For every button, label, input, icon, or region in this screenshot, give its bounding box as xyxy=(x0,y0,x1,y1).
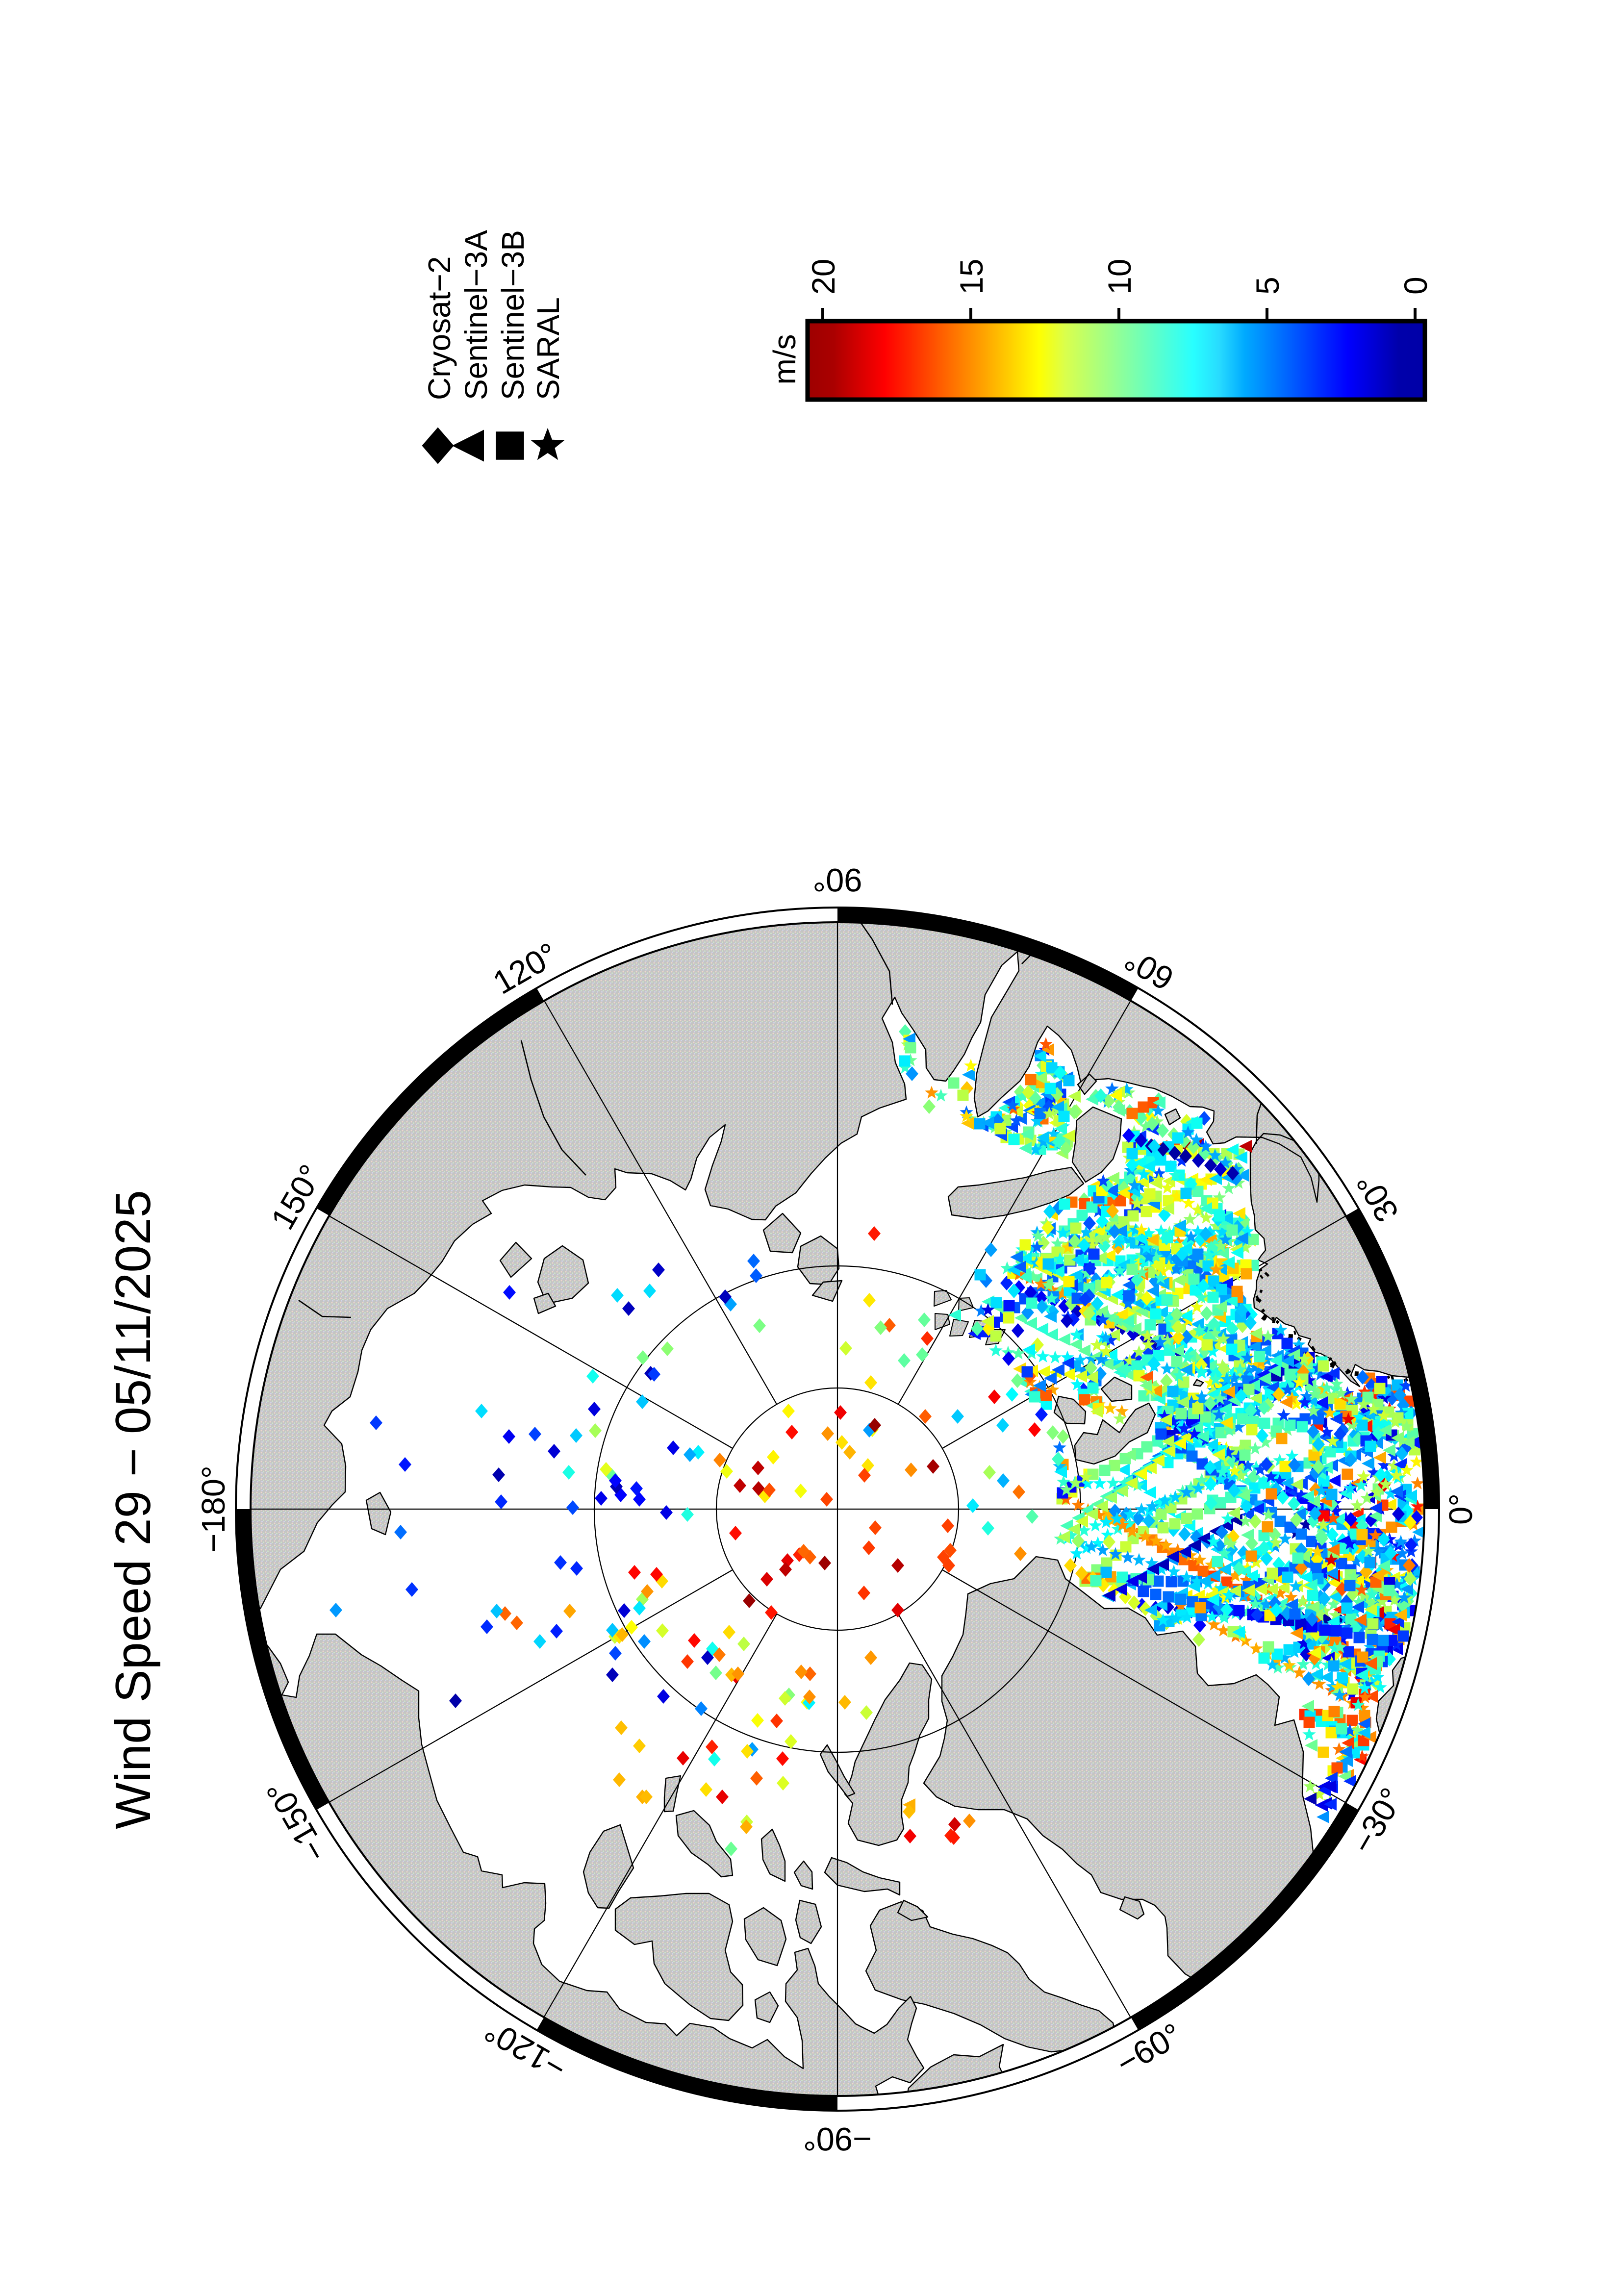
svg-text:Cryosat−2: Cryosat−2 xyxy=(422,256,457,400)
svg-text:20: 20 xyxy=(805,259,841,295)
svg-text:10: 10 xyxy=(1101,259,1138,295)
svg-text:0: 0 xyxy=(1397,277,1434,295)
svg-text:m/s: m/s xyxy=(767,334,802,384)
svg-text:−90°: −90° xyxy=(803,2120,872,2157)
svg-text:Sentinel−3B: Sentinel−3B xyxy=(495,230,531,400)
svg-text:SARAL: SARAL xyxy=(531,297,566,400)
svg-text:5: 5 xyxy=(1249,277,1286,295)
svg-text:15: 15 xyxy=(953,259,989,295)
svg-text:0°: 0° xyxy=(1443,1493,1479,1525)
svg-text:−180°: −180° xyxy=(195,1465,232,1553)
svg-text:Sentinel−3A: Sentinel−3A xyxy=(458,230,494,400)
svg-text:Wind Speed 29 − 05/11/2025: Wind Speed 29 − 05/11/2025 xyxy=(106,1190,161,1829)
svg-text:90°: 90° xyxy=(812,861,862,898)
